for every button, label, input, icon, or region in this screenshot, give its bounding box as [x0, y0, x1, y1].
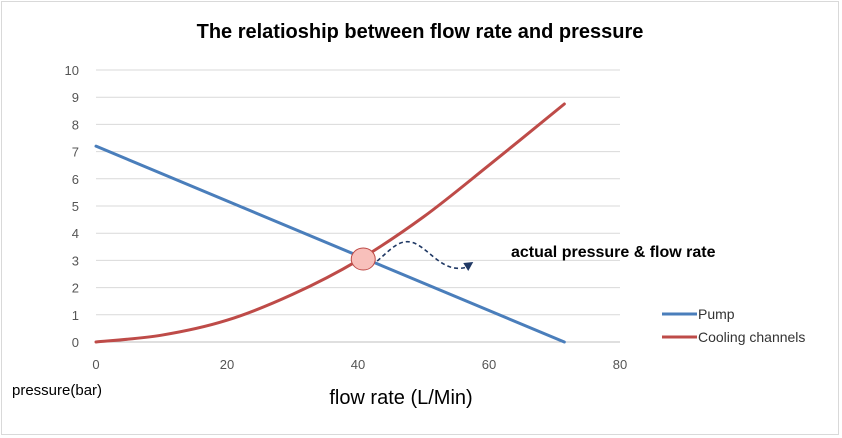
legend-label: Pump [698, 306, 735, 322]
y-axis-ticks: 0 1 2 3 4 5 6 7 8 9 10 [65, 63, 79, 350]
x-axis-ticks: 0 20 40 60 80 [92, 357, 627, 372]
y-tick-label: 4 [72, 226, 79, 241]
y-tick-label: 7 [72, 145, 79, 160]
annotation-group: actual pressure & flow rate [350, 240, 716, 272]
x-tick-label: 80 [613, 357, 627, 372]
x-tick-label: 20 [220, 357, 234, 372]
grid-lines [96, 69, 620, 343]
chart-title: The relatioship between flow rate and pr… [197, 21, 644, 43]
series-line-cooling-channels [94, 102, 566, 344]
series-lines [94, 102, 566, 344]
x-tick-label: 60 [482, 357, 496, 372]
x-tick-label: 40 [351, 357, 365, 372]
y-tick-label: 10 [65, 63, 79, 78]
y-tick-label: 2 [72, 281, 79, 296]
y-tick-label: 9 [72, 90, 79, 105]
legend: Pump Cooling channels [662, 306, 805, 345]
x-axis-label: flow rate (L/Min) [329, 387, 472, 409]
y-tick-label: 8 [72, 117, 79, 132]
legend-label: Cooling channels [698, 329, 805, 345]
y-tick-label: 3 [72, 253, 79, 268]
series-line-pump [94, 144, 566, 344]
y-axis-label: pressure(bar) [12, 382, 102, 399]
annotation-arrow-path [376, 240, 468, 270]
annotation-arrowhead [463, 262, 474, 272]
y-tick-label: 5 [72, 199, 79, 214]
annotation-label: actual pressure & flow rate [511, 244, 716, 261]
y-tick-label: 0 [72, 335, 79, 350]
y-tick-label: 1 [72, 308, 79, 323]
intersection-marker [350, 247, 376, 271]
y-tick-label: 6 [72, 172, 79, 187]
x-tick-label: 0 [92, 357, 99, 372]
